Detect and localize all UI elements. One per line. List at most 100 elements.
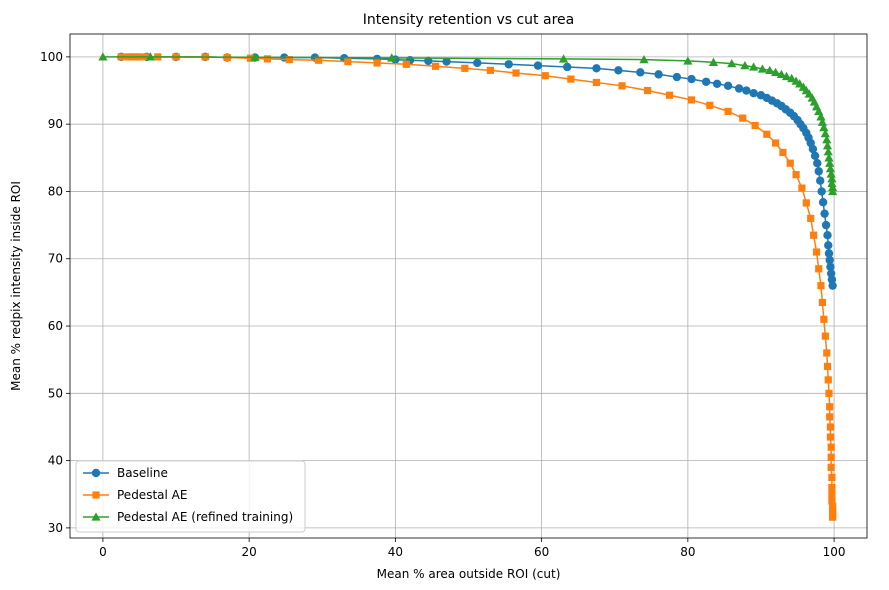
series-layer [98,52,838,521]
data-point [739,114,747,122]
data-point [592,78,601,87]
data-point [504,60,513,69]
data-point [639,54,649,64]
data-point [824,241,833,250]
data-point [826,169,836,178]
data-point [734,84,744,93]
legend-swatch-marker [91,468,101,478]
data-point [786,159,794,167]
data-point [315,56,323,64]
data-point [687,96,696,104]
series-pedestal-ae-refined-training [98,52,838,196]
y-tick-label: 40 [48,454,63,468]
data-point [818,198,828,207]
x-tick-label: 100 [823,545,846,559]
data-point [826,403,834,411]
data-point [808,144,818,154]
data-point [828,186,838,196]
data-point [828,281,837,290]
data-point [819,122,829,132]
data-point [654,70,663,79]
data-point [592,64,601,73]
plot-frame [69,33,868,539]
data-point [512,69,520,77]
data-point [824,249,834,258]
data-point [823,349,831,357]
x-tick-label: 60 [534,545,549,559]
data-point [723,81,733,91]
data-point [567,75,575,83]
data-point [344,57,352,66]
data-point [828,473,836,482]
y-tick-label: 80 [48,184,63,198]
data-point [817,117,827,126]
data-point [706,101,714,109]
data-point [827,174,837,183]
data-point [825,389,833,397]
data-point [825,255,834,265]
data-point [802,199,810,207]
data-point [771,67,781,77]
data-point [828,490,836,498]
data-point [781,71,792,81]
y-tick-label: 70 [48,252,63,266]
data-point [827,178,837,188]
legend-box [75,460,306,533]
data-point [821,332,829,340]
data-point [263,55,272,63]
data-point [812,248,821,256]
ticks: 0 20 40 60 80 100 30 40 50 60 70 80 90 100 [40,50,845,559]
data-point [814,167,823,176]
legend-label: Baseline [117,466,168,480]
y-tick-label: 90 [48,117,63,131]
data-point [757,64,768,73]
data-point [98,52,108,61]
data-point [816,112,826,121]
x-axis-label: Mean % area outside ROI (cut) [377,567,561,581]
data-point [533,61,543,70]
y-axis-label: Mean % redpix intensity inside ROI [9,181,23,391]
data-point [701,77,711,86]
data-point [724,107,732,115]
x-tick-label: 20 [242,545,257,559]
data-point [749,62,759,71]
data-point [815,265,823,273]
data-point [373,59,381,67]
data-point [402,60,410,68]
chart-title: Intensity retention vs cut area [363,12,574,28]
data-point [820,128,830,138]
data-point [821,220,831,230]
legend-label: Pedestal AE (refined training) [117,510,293,524]
data-point [822,141,833,150]
data-point [823,230,832,240]
data-point [563,62,572,72]
data-point [810,231,818,239]
y-tick-label: 50 [48,386,63,400]
data-point [798,184,806,192]
data-point [618,82,626,90]
data-point [672,72,682,82]
data-point [824,153,834,162]
data-point [826,413,834,421]
data-point [818,298,826,307]
legend-swatch-marker [91,512,101,521]
legend-label: Pedestal AE [117,488,187,502]
data-point [541,72,549,80]
data-point [442,57,451,66]
x-tick-label: 80 [680,545,695,559]
data-point [827,463,835,471]
data-point [742,86,751,95]
data-point [285,55,293,64]
y-tick-label: 30 [48,521,63,535]
data-point [817,282,825,290]
data-point [749,89,758,98]
data-point [763,130,771,138]
x-tick-label: 0 [99,545,107,559]
data-point [827,453,835,461]
data-point [824,376,832,384]
data-point [558,54,569,63]
data-point [813,158,822,168]
data-point [816,176,825,185]
data-point [829,502,837,510]
